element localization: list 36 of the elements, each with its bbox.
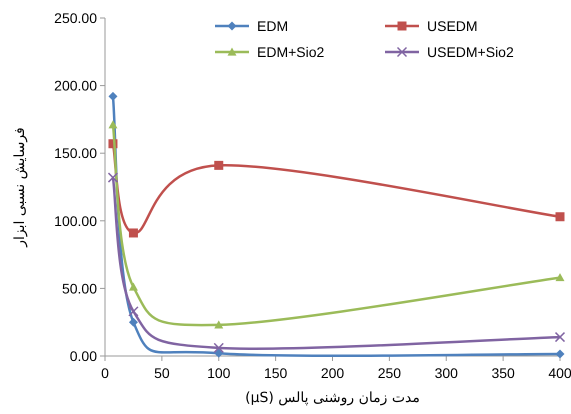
x-tick-label: 150 — [264, 365, 288, 381]
point — [108, 92, 118, 101]
point — [128, 228, 138, 238]
x-tick-label: 200 — [320, 365, 344, 381]
x-tick-label: 250 — [378, 365, 402, 381]
x-tick-label: 100 — [207, 365, 231, 381]
x-tick-label: 400 — [548, 365, 571, 381]
y-tick-label: 250.00 — [54, 10, 98, 26]
x-tick-label: 350 — [491, 365, 516, 381]
point — [108, 172, 118, 183]
x-tick-label: 300 — [434, 365, 458, 381]
point — [128, 306, 139, 317]
point — [556, 212, 564, 222]
y-tick-label: 100.00 — [54, 212, 98, 229]
x-tick-label: 0 — [101, 365, 110, 381]
legend-label: EDM — [257, 18, 288, 34]
point — [556, 349, 564, 358]
y-tick-label: 200.00 — [54, 78, 98, 94]
y-axis-title: فرسایش نسبی ابزار — [12, 127, 28, 248]
legend-label: EDM+Sio2 — [257, 44, 325, 60]
point — [556, 273, 564, 282]
y-tick-label: 0.00 — [70, 348, 98, 364]
point — [214, 160, 224, 170]
legend-label: USEDM+Sio2 — [427, 44, 514, 60]
x-axis-title: مدت زمان روشنی پالس (µS) — [245, 390, 420, 406]
point — [128, 318, 138, 327]
point — [214, 342, 224, 354]
point — [214, 320, 224, 329]
point — [554, 332, 566, 342]
y-tick-label: 50.00 — [62, 280, 98, 296]
x-tick-label: 50 — [154, 365, 170, 381]
point — [108, 120, 118, 128]
y-tick-label: 150.00 — [54, 145, 98, 162]
legend-label: USEDM — [427, 18, 478, 34]
point — [214, 348, 224, 358]
point — [128, 282, 138, 291]
